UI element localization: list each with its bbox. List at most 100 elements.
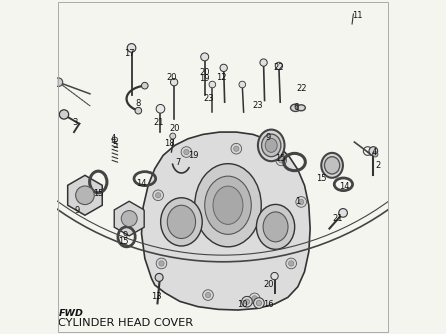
Circle shape	[220, 64, 227, 71]
Text: 4: 4	[111, 134, 116, 143]
Circle shape	[276, 155, 286, 166]
Text: 23: 23	[204, 94, 215, 103]
Circle shape	[141, 82, 148, 89]
Text: 9: 9	[265, 133, 271, 142]
Circle shape	[244, 299, 250, 304]
Ellipse shape	[290, 104, 301, 112]
Ellipse shape	[297, 105, 306, 111]
Text: 21: 21	[333, 214, 343, 223]
Circle shape	[201, 53, 209, 61]
Text: 7: 7	[175, 158, 181, 167]
Text: 22: 22	[296, 85, 306, 93]
Circle shape	[279, 158, 284, 163]
Text: 9: 9	[122, 231, 128, 240]
Circle shape	[181, 147, 192, 157]
Circle shape	[339, 208, 347, 217]
Circle shape	[112, 137, 118, 142]
Circle shape	[286, 258, 297, 269]
Circle shape	[156, 105, 165, 113]
Circle shape	[184, 149, 189, 155]
Text: 6: 6	[293, 103, 299, 112]
Circle shape	[121, 210, 137, 226]
Polygon shape	[68, 175, 102, 215]
Ellipse shape	[321, 153, 343, 178]
Text: 16: 16	[264, 300, 274, 309]
Circle shape	[249, 293, 260, 304]
Circle shape	[156, 193, 161, 198]
Circle shape	[252, 296, 257, 301]
Text: 8: 8	[136, 99, 141, 108]
Ellipse shape	[265, 138, 277, 152]
Text: 1: 1	[295, 197, 301, 206]
Circle shape	[271, 273, 278, 280]
Circle shape	[242, 296, 252, 307]
Ellipse shape	[256, 204, 295, 249]
Circle shape	[260, 59, 267, 66]
Text: 14: 14	[136, 179, 147, 188]
Text: 3: 3	[72, 118, 78, 127]
Circle shape	[127, 44, 136, 52]
Circle shape	[159, 261, 164, 266]
Text: 22: 22	[274, 63, 284, 72]
Circle shape	[76, 186, 94, 205]
Text: 12: 12	[216, 73, 227, 82]
Circle shape	[153, 190, 164, 201]
Text: 18: 18	[165, 139, 175, 148]
Text: 4: 4	[372, 148, 377, 157]
Polygon shape	[141, 132, 310, 310]
Circle shape	[256, 300, 262, 306]
Circle shape	[234, 146, 239, 151]
Ellipse shape	[324, 157, 340, 174]
Circle shape	[231, 143, 242, 154]
Circle shape	[298, 199, 304, 205]
Text: 9: 9	[74, 206, 79, 215]
Text: 20: 20	[166, 73, 177, 82]
Text: 15: 15	[275, 154, 285, 163]
Text: 11: 11	[352, 11, 363, 20]
Ellipse shape	[262, 134, 281, 157]
Text: 19: 19	[199, 74, 210, 84]
Circle shape	[156, 258, 167, 269]
Circle shape	[209, 81, 216, 88]
Circle shape	[369, 147, 378, 155]
Text: 20: 20	[169, 124, 180, 133]
Text: CYLINDER HEAD COVER: CYLINDER HEAD COVER	[58, 318, 194, 328]
Circle shape	[373, 152, 378, 157]
Text: 15: 15	[316, 174, 326, 183]
Text: 15: 15	[118, 237, 128, 246]
Ellipse shape	[167, 205, 195, 238]
Circle shape	[170, 78, 178, 86]
Text: 20: 20	[264, 280, 274, 289]
Text: FWD: FWD	[58, 309, 83, 318]
Text: 2: 2	[375, 161, 380, 170]
Circle shape	[155, 274, 163, 282]
Circle shape	[205, 292, 211, 298]
Text: 14: 14	[339, 182, 350, 191]
Ellipse shape	[205, 176, 251, 234]
Ellipse shape	[213, 186, 243, 224]
Circle shape	[59, 110, 69, 119]
Ellipse shape	[195, 164, 261, 247]
Circle shape	[135, 107, 142, 114]
Text: 19: 19	[188, 151, 198, 160]
Circle shape	[254, 298, 264, 308]
Text: 20: 20	[199, 68, 210, 77]
Text: 15: 15	[93, 189, 103, 198]
Ellipse shape	[258, 130, 285, 161]
Circle shape	[54, 78, 63, 87]
Text: 17: 17	[124, 49, 135, 58]
Ellipse shape	[161, 198, 202, 246]
Text: 5: 5	[112, 141, 118, 150]
Circle shape	[296, 197, 306, 207]
Text: 13: 13	[151, 292, 162, 301]
Circle shape	[170, 133, 176, 139]
Circle shape	[289, 261, 294, 266]
Circle shape	[203, 290, 213, 300]
Circle shape	[275, 62, 282, 69]
Text: 23: 23	[252, 101, 263, 110]
Ellipse shape	[263, 212, 288, 242]
Circle shape	[239, 81, 246, 88]
Text: 21: 21	[153, 118, 163, 127]
Text: 10: 10	[237, 300, 248, 309]
Polygon shape	[114, 201, 144, 236]
